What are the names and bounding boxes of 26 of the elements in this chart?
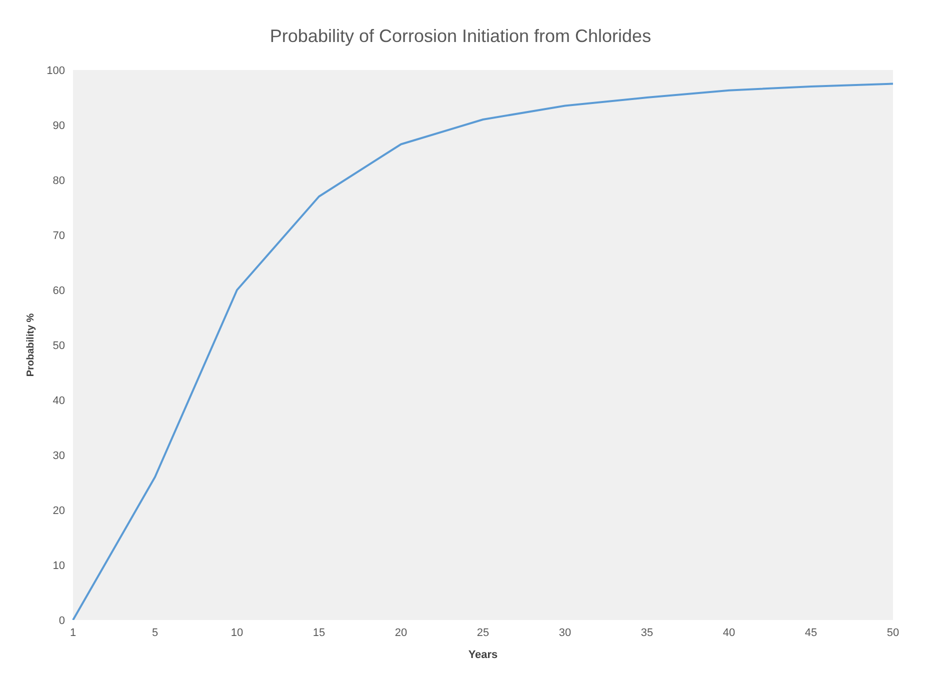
y-tick-label: 80 <box>52 174 65 187</box>
x-axis-title: Years <box>468 649 498 661</box>
y-tick-label: 20 <box>52 504 65 517</box>
x-tick-label: 20 <box>394 626 408 639</box>
x-tick-label: 45 <box>804 626 818 639</box>
y-tick-label: 100 <box>46 64 65 77</box>
chart-title: Probability of Corrosion Initiation from Chlorides <box>268 25 652 48</box>
x-tick-label: 40 <box>722 626 736 639</box>
x-tick-label: 10 <box>230 626 244 639</box>
y-tick-label: 70 <box>52 230 65 242</box>
y-tick-label: 90 <box>52 120 65 132</box>
y-tick-label: 50 <box>52 340 65 352</box>
x-tick-label: 1 <box>70 626 76 639</box>
x-tick-label: 50 <box>886 626 900 639</box>
x-tick-label: 30 <box>558 626 572 639</box>
y-tick-label: 10 <box>52 560 65 572</box>
y-tick-label: 40 <box>52 394 65 407</box>
y-tick-label: 0 <box>58 614 65 627</box>
x-tick-label: 15 <box>312 626 326 639</box>
y-tick-label: 30 <box>52 450 65 462</box>
x-tick-label: 35 <box>640 626 654 639</box>
line-series <box>72 82 894 620</box>
x-tick-label: 5 <box>152 626 158 639</box>
y-axis-title: Probability % <box>26 313 37 377</box>
y-tick-label: 60 <box>52 284 65 297</box>
x-tick-label: 25 <box>476 626 490 639</box>
